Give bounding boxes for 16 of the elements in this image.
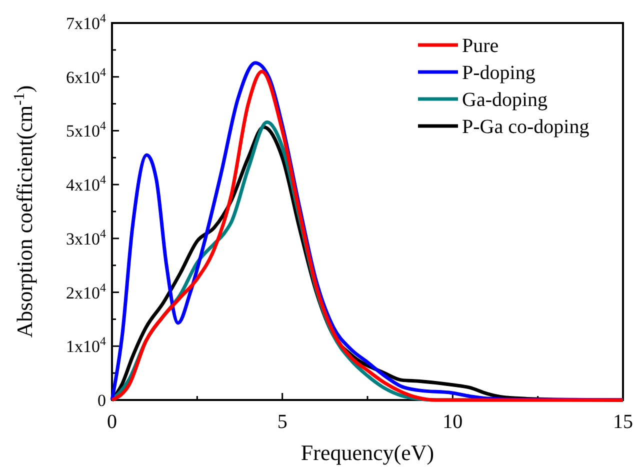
y-tick-label: 5x10$^{4}$ (66, 118, 106, 141)
y-tick-label: 2x10$^{4}$ (66, 280, 106, 302)
x-axis-title: Frequency(eV) (300, 440, 434, 465)
y-tick-label: 4x10$^{4}$ (66, 172, 106, 195)
y-tick-label: 3x10$^{4}$ (66, 226, 106, 248)
y-tick-label: 1x10$^{4}$ (66, 334, 106, 356)
y-tick-label: 0 (98, 391, 106, 410)
y-tick-label: 7x10$^{4}$ (66, 11, 106, 33)
y-tick-label: 6x10$^{4}$ (66, 64, 106, 87)
legend-label: P-doping (462, 62, 536, 84)
x-tick-label: 10 (442, 411, 463, 433)
x-tick-label: 5 (277, 411, 288, 433)
x-tick-label: 15 (613, 411, 633, 433)
legend-label: Pure (462, 35, 499, 57)
legend-label: Ga-doping (462, 89, 548, 111)
legend-label: P-Ga co-doping (462, 116, 590, 138)
